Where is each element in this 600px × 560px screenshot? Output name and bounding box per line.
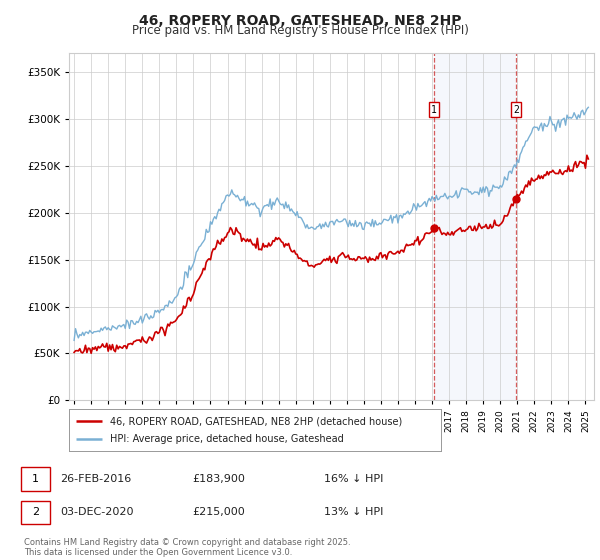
Text: £215,000: £215,000 — [192, 507, 245, 517]
Text: 16% ↓ HPI: 16% ↓ HPI — [324, 474, 383, 484]
Text: 26-FEB-2016: 26-FEB-2016 — [60, 474, 131, 484]
Text: 2: 2 — [513, 105, 519, 114]
Text: 2: 2 — [32, 507, 39, 517]
Text: 03-DEC-2020: 03-DEC-2020 — [60, 507, 133, 517]
Text: HPI: Average price, detached house, Gateshead: HPI: Average price, detached house, Gate… — [110, 434, 344, 444]
Text: 46, ROPERY ROAD, GATESHEAD, NE8 2HP: 46, ROPERY ROAD, GATESHEAD, NE8 2HP — [139, 14, 461, 28]
Text: 46, ROPERY ROAD, GATESHEAD, NE8 2HP (detached house): 46, ROPERY ROAD, GATESHEAD, NE8 2HP (det… — [110, 417, 402, 426]
Text: £183,900: £183,900 — [192, 474, 245, 484]
Text: 1: 1 — [32, 474, 39, 484]
Text: 13% ↓ HPI: 13% ↓ HPI — [324, 507, 383, 517]
Text: Contains HM Land Registry data © Crown copyright and database right 2025.
This d: Contains HM Land Registry data © Crown c… — [24, 538, 350, 557]
Text: 1: 1 — [431, 105, 437, 114]
Bar — [434, 53, 516, 400]
Text: Price paid vs. HM Land Registry's House Price Index (HPI): Price paid vs. HM Land Registry's House … — [131, 24, 469, 37]
